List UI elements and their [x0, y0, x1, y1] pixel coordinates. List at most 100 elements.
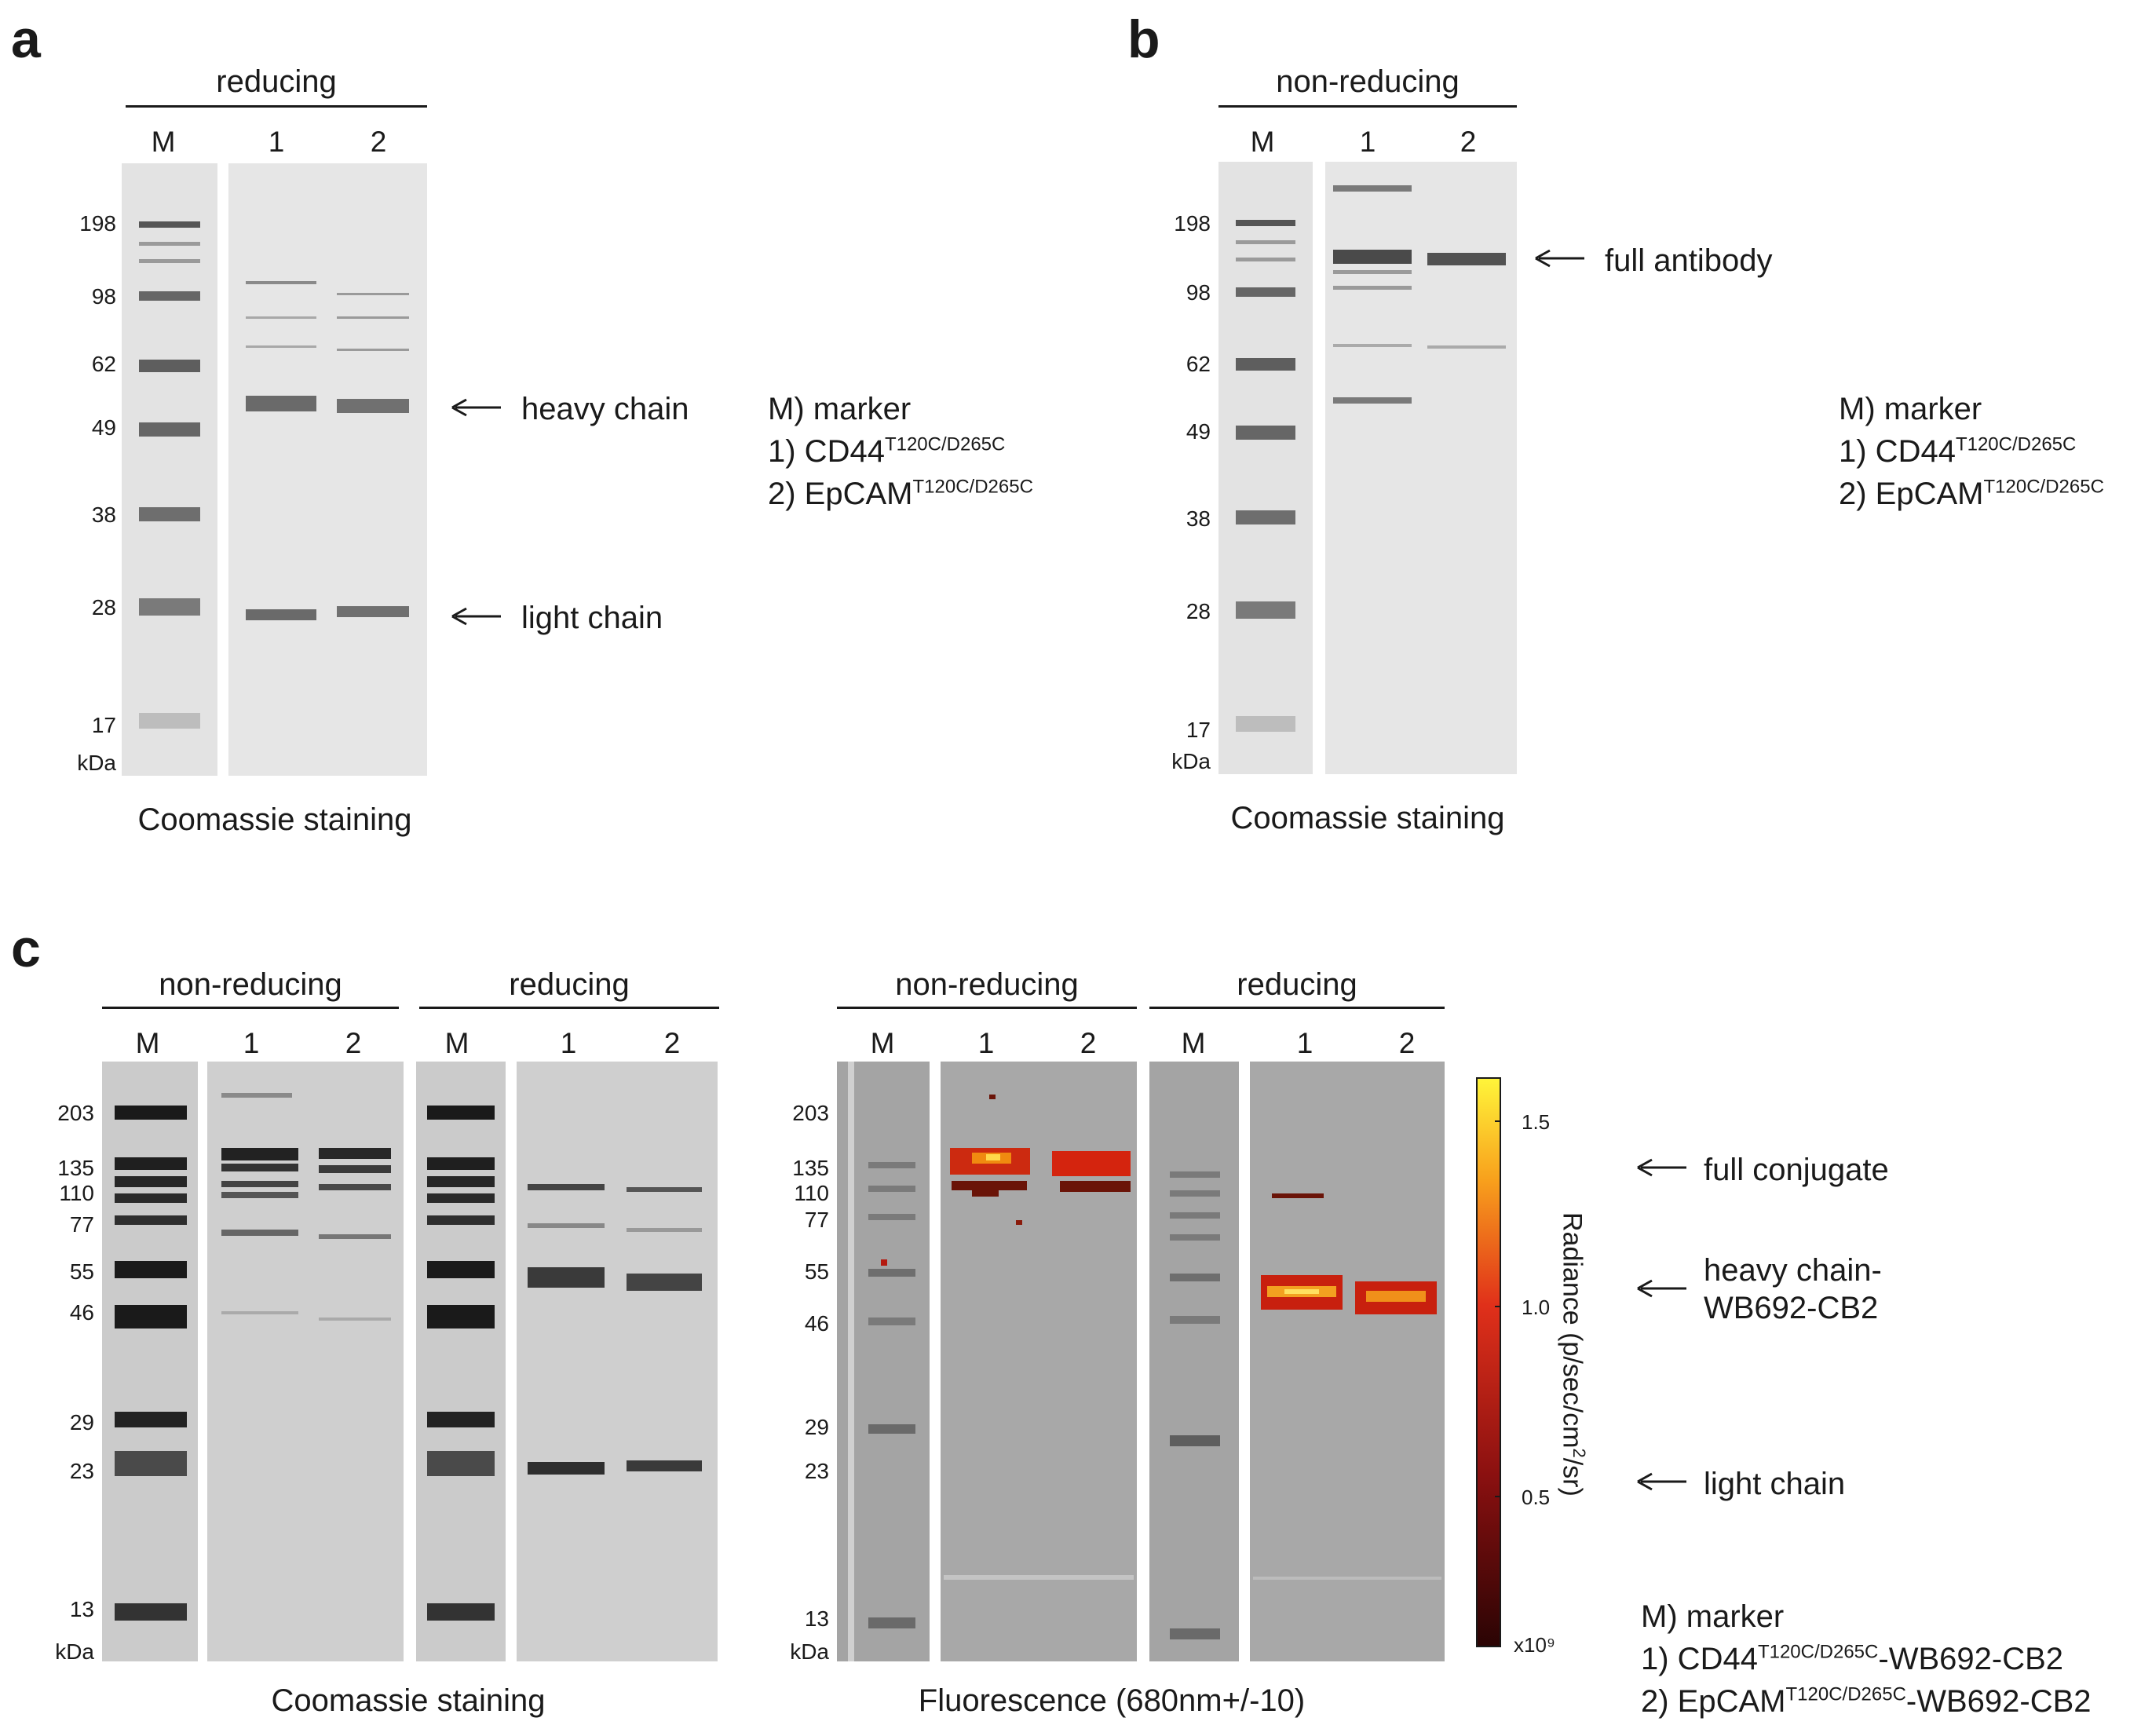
- legend-item: 2) EpCAM: [1641, 1684, 1786, 1719]
- mw-label: 13: [69, 1597, 94, 1621]
- legend-item: 2) EpCAM: [768, 477, 913, 511]
- gel-c-fluor-nr-marker: [837, 1062, 930, 1661]
- panel-caption: Coomassie staining: [137, 802, 412, 837]
- condition-label: non-reducing: [159, 967, 342, 1002]
- legend: M) marker 1) CD44T120C/D265C-WB692-CB2 2…: [1641, 1595, 2092, 1723]
- annotation: light chain: [521, 601, 663, 635]
- colorbar-tick: 1.5: [1522, 1110, 1551, 1134]
- mw-label: 98: [91, 284, 116, 309]
- arrow-left-icon: [1637, 1279, 1686, 1298]
- panel-label-c: c: [11, 919, 41, 978]
- mw-label: 55: [804, 1259, 829, 1284]
- gel-c-coomassie-r-marker: [416, 1062, 506, 1661]
- mw-label: 198: [79, 211, 116, 236]
- colorbar-tick: 1.0: [1522, 1296, 1551, 1319]
- mw-label: 38: [91, 503, 116, 527]
- mw-unit: kDa: [77, 751, 116, 775]
- legend-sup: T120C/D265C: [1785, 1683, 1906, 1705]
- mw-label: 135: [792, 1156, 829, 1180]
- condition-line: [1149, 1007, 1445, 1009]
- lane-label-2: 2: [1460, 126, 1477, 158]
- mw-label: 23: [804, 1459, 829, 1483]
- condition-line: [102, 1007, 399, 1009]
- mw-label: 77: [69, 1212, 94, 1237]
- arrow-left-icon: [451, 398, 501, 417]
- gel-a-marker: [122, 163, 217, 776]
- colorbar-multiplier: x10⁹: [1514, 1633, 1556, 1657]
- mw-label: 203: [792, 1101, 829, 1125]
- panel-label-b: b: [1127, 9, 1160, 69]
- mw-label: 198: [1174, 211, 1211, 236]
- lane-label-m: M: [870, 1027, 895, 1059]
- gel-a-samples: [228, 163, 427, 776]
- lane-label-2: 2: [345, 1027, 362, 1059]
- mw-label: 46: [69, 1300, 94, 1325]
- mw-label: 203: [57, 1101, 94, 1125]
- gel-c-coomassie-r-samples: [517, 1062, 718, 1661]
- mw-label: 98: [1186, 280, 1211, 305]
- mw-label: 28: [1186, 599, 1211, 623]
- mw-label: 17: [91, 713, 116, 737]
- gel-c-fluor-r-samples: [1250, 1062, 1445, 1661]
- mw-label: 17: [1186, 718, 1211, 742]
- legend-sup: T120C/D265C: [912, 476, 1033, 498]
- condition-label: non-reducing: [895, 967, 1079, 1002]
- panel-caption: Coomassie staining: [271, 1683, 546, 1718]
- lane-label-m: M: [151, 126, 176, 158]
- arrow-left-icon: [1637, 1158, 1686, 1177]
- lane-label-1: 1: [1296, 1027, 1313, 1059]
- lane-label-m: M: [1181, 1027, 1206, 1059]
- mw-label: 49: [91, 415, 116, 440]
- mw-unit: kDa: [790, 1639, 829, 1664]
- annotation: full antibody: [1605, 243, 1773, 278]
- mw-label: 28: [91, 595, 116, 619]
- condition-label: non-reducing: [1276, 64, 1460, 99]
- lane-label-m: M: [444, 1027, 469, 1059]
- lane-label-m: M: [135, 1027, 160, 1059]
- mw-label: 77: [804, 1208, 829, 1232]
- colorbar: [1476, 1077, 1501, 1647]
- lane-label-1: 1: [1359, 126, 1376, 158]
- mw-label: 55: [69, 1259, 94, 1284]
- gel-b-samples: [1325, 162, 1517, 774]
- arrow-left-icon: [1637, 1472, 1686, 1491]
- legend-item: M) marker: [1839, 392, 1982, 426]
- mw-label: 38: [1186, 506, 1211, 531]
- gel-c-coomassie-nr-marker: [102, 1062, 198, 1661]
- legend-sup: T120C/D265C: [1983, 476, 2104, 498]
- legend-sup: T120C/D265C: [1955, 433, 2077, 455]
- arrow-left-icon: [451, 607, 501, 626]
- mw-label: 29: [69, 1410, 94, 1434]
- mw-label: 62: [1186, 352, 1211, 376]
- lane-label-1: 1: [268, 126, 285, 158]
- condition-label: reducing: [509, 967, 630, 1002]
- lane-label-1: 1: [560, 1027, 577, 1059]
- annotation-line: heavy chain-: [1704, 1253, 1882, 1288]
- arrow-left-icon: [1535, 249, 1584, 268]
- mw-label: 62: [91, 352, 116, 376]
- mw-label: 29: [804, 1415, 829, 1439]
- annotation: heavy chain: [521, 392, 689, 426]
- legend-item: -WB692-CB2: [1878, 1642, 2063, 1676]
- annotation: full conjugate: [1704, 1153, 1889, 1187]
- mw-label: 110: [794, 1181, 829, 1205]
- mw-label: 49: [1186, 419, 1211, 444]
- legend-item: -WB692-CB2: [1905, 1684, 2092, 1719]
- annotation-line: WB692-CB2: [1704, 1291, 1879, 1325]
- legend: M) marker 1) CD44T120C/D265C 2) EpCAMT12…: [1839, 388, 2104, 515]
- legend-item: 2) EpCAM: [1839, 477, 1984, 511]
- legend-item: 1) CD44: [768, 434, 885, 469]
- lane-label-m: M: [1250, 126, 1275, 158]
- lane-label-1: 1: [977, 1027, 995, 1059]
- gel-b-marker: [1218, 162, 1313, 774]
- lane-label-2: 2: [370, 126, 387, 158]
- lane-label-1: 1: [243, 1027, 260, 1059]
- panel-caption: Coomassie staining: [1230, 801, 1505, 835]
- mw-unit: kDa: [1171, 749, 1211, 773]
- lane-label-2: 2: [1080, 1027, 1097, 1059]
- panel-caption: Fluorescence (680nm+/-10): [918, 1683, 1306, 1718]
- annotation: light chain: [1704, 1467, 1846, 1501]
- mw-label: 135: [57, 1156, 94, 1180]
- colorbar-title-text: Radiance (p/sec/cm: [1557, 1212, 1587, 1449]
- legend-sup: T120C/D265C: [1757, 1641, 1879, 1663]
